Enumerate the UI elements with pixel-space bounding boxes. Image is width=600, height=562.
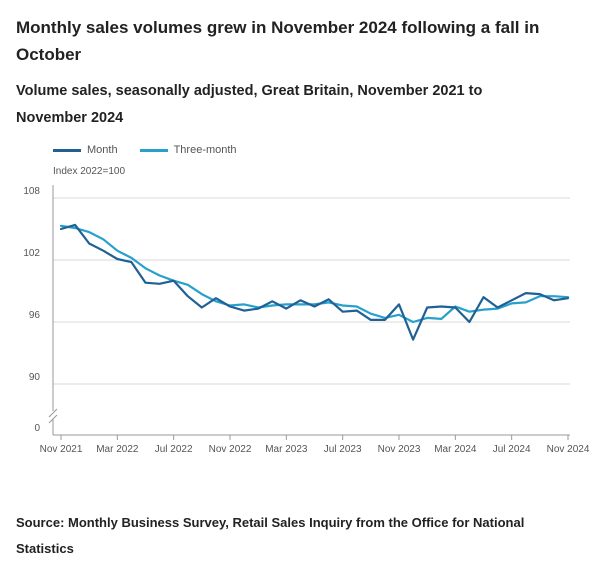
x-tick-label-4: Mar 2023 xyxy=(265,444,308,455)
x-tick-label-6: Nov 2023 xyxy=(378,444,421,455)
legend-item-three-month: Three-month xyxy=(139,144,237,156)
x-tick-label-8: Jul 2024 xyxy=(493,444,531,455)
y-axis-break-marker xyxy=(48,408,58,424)
legend-label-month: Month xyxy=(87,144,118,156)
x-tick-label-0: Nov 2021 xyxy=(40,444,83,455)
y-tick-label-108: 108 xyxy=(23,186,40,197)
x-tick-label-3: Nov 2022 xyxy=(209,444,252,455)
chart-subtitle: Volume sales, seasonally adjusted, Great… xyxy=(16,83,483,126)
x-tick-label-5: Jul 2023 xyxy=(324,444,362,455)
y-tick-label-90: 90 xyxy=(29,372,41,383)
y-tick-label-102: 102 xyxy=(23,248,40,259)
x-tick-label-9: Nov 2024 xyxy=(547,444,590,455)
y-axis-index-label: Index 2022=100 xyxy=(53,166,125,177)
series-line-three-month xyxy=(59,224,570,324)
series-line-month xyxy=(59,223,570,341)
y-tick-label-96: 96 xyxy=(29,310,41,321)
legend: Month Three-month xyxy=(53,142,259,158)
legend-label-three-month: Three-month xyxy=(173,144,237,156)
source-note: Source: Monthly Business Survey, Retail … xyxy=(16,515,525,556)
x-tick-label-1: Mar 2022 xyxy=(96,444,139,455)
x-tick-label-2: Jul 2022 xyxy=(155,444,193,455)
x-tick-label-7: Mar 2024 xyxy=(434,444,477,455)
legend-swatch-month xyxy=(53,148,81,152)
legend-swatch-three-month xyxy=(139,148,168,152)
chart-title: Monthly sales volumes grew in November 2… xyxy=(16,18,540,64)
y-tick-label-0: 0 xyxy=(34,423,40,434)
legend-item-month: Month xyxy=(53,144,118,156)
